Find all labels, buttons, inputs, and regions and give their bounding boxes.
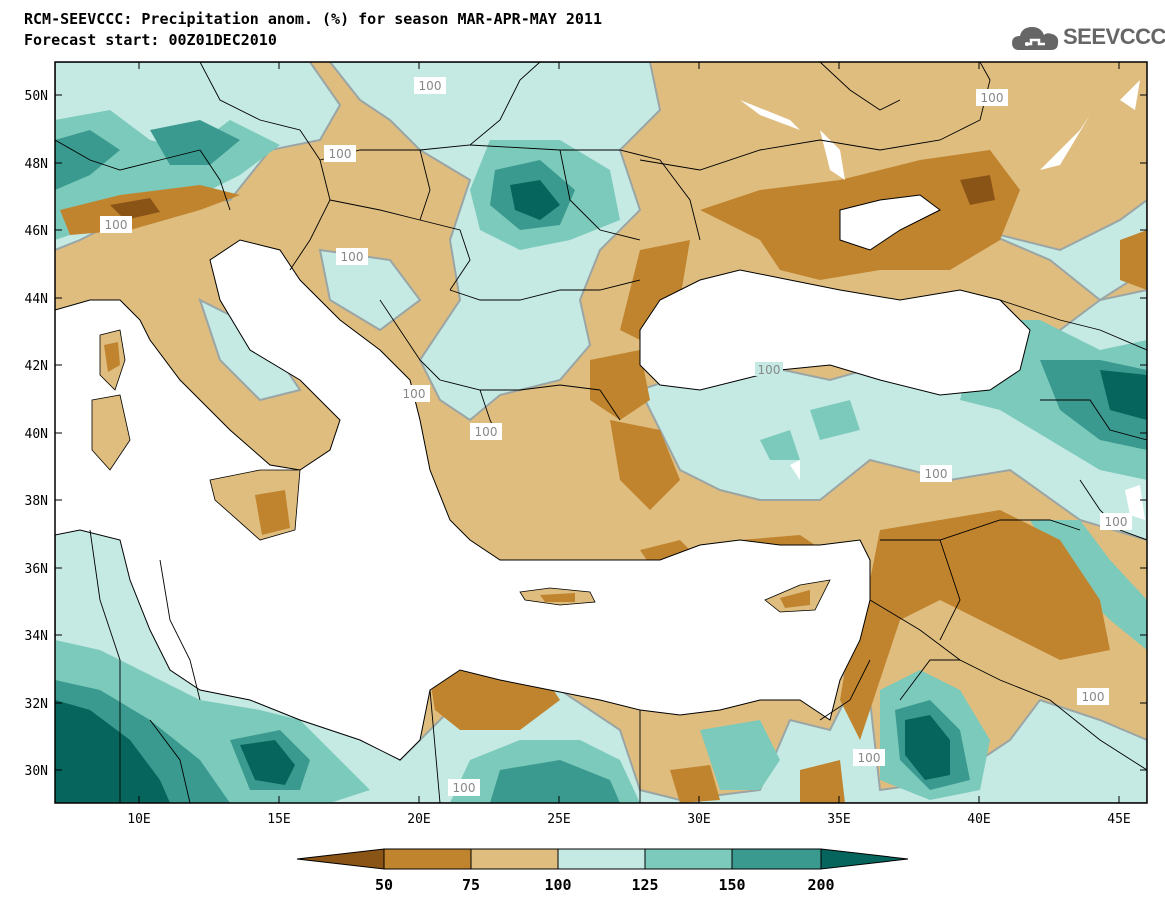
latitude-axis: 30N 32N 34N 36N 38N 40N 42N 44N 46N 48N …	[25, 89, 1147, 779]
anomaly-under-50-regions	[110, 175, 995, 220]
lon-tick-label: 10E	[127, 812, 150, 827]
colorbar-swatch-lt50	[296, 848, 385, 870]
lat-tick-label: 46N	[25, 224, 48, 239]
contour-label: 100	[758, 363, 781, 377]
contour-label: 100	[419, 79, 442, 93]
contour-label: 100	[329, 147, 352, 161]
colorbar-swatch-125-150	[644, 848, 733, 870]
forecast-start-label: Forecast start: 00Z01DEC2010	[24, 31, 277, 49]
contour-labels: 100 100 100 100 100 100 100 100 100 100 …	[100, 77, 1132, 796]
anomaly-over-200-regions	[55, 180, 1147, 803]
lon-tick-label: 30E	[687, 812, 710, 827]
chart-title: RCM-SEEVCCC: Precipitation anom. (%) for…	[24, 10, 602, 28]
lat-tick-label: 36N	[25, 562, 48, 577]
contour-label: 100	[981, 91, 1004, 105]
contour-label: 100	[1082, 690, 1105, 704]
lat-tick-label: 30N	[25, 764, 48, 779]
lon-tick-label: 40E	[967, 812, 990, 827]
colorbar-label: 50	[375, 876, 393, 894]
sea-areas	[55, 194, 1031, 761]
lat-tick-label: 38N	[25, 494, 48, 509]
contour-label: 100	[858, 751, 881, 765]
lat-tick-label: 40N	[25, 427, 48, 442]
colorbar-swatch-150-200	[731, 848, 822, 870]
lat-tick-label: 42N	[25, 359, 48, 374]
contour-label: 100	[105, 218, 128, 232]
contour-label: 100	[453, 781, 476, 795]
colorbar-swatch-gt200	[820, 848, 909, 870]
colorbar-label: 200	[807, 876, 834, 894]
colorbar-label: 75	[462, 876, 480, 894]
lon-tick-label: 20E	[407, 812, 430, 827]
lat-tick-label: 44N	[25, 292, 48, 307]
lon-tick-label: 35E	[827, 812, 850, 827]
missing-data-patches	[740, 80, 1145, 520]
contour-label: 100	[1105, 515, 1128, 529]
contour-label: 100	[475, 425, 498, 439]
lat-tick-label: 50N	[25, 89, 48, 104]
colorbar-label: 125	[631, 876, 658, 894]
lon-tick-label: 25E	[547, 812, 570, 827]
contour-label: 100	[925, 467, 948, 481]
logo-text: SEEVCCC	[1063, 24, 1165, 49]
colorbar-swatch-50-75	[383, 848, 472, 870]
country-borders	[55, 62, 1147, 803]
colorbar-swatch-100-125	[557, 848, 646, 870]
lat-tick-label: 32N	[25, 697, 48, 712]
colorbar-label: 100	[544, 876, 571, 894]
lon-tick-label: 15E	[267, 812, 290, 827]
islands	[91, 329, 831, 613]
longitude-axis: 10E 15E 20E 25E 30E 35E 40E 45E	[127, 62, 1131, 827]
lat-tick-label: 48N	[25, 157, 48, 172]
lat-tick-label: 34N	[25, 629, 48, 644]
lon-tick-label: 45E	[1107, 812, 1130, 827]
colorbar: 50 75 100 125 150 200	[296, 848, 909, 894]
colorbar-label: 150	[718, 876, 745, 894]
contour-label: 100	[403, 387, 426, 401]
colorbar-swatch-75-100	[470, 848, 559, 870]
cloud-icon	[1012, 27, 1059, 50]
island-anomaly-patches	[104, 342, 810, 608]
contour-label: 100	[341, 250, 364, 264]
seevccc-logo: SEEVCCC	[1011, 22, 1165, 56]
